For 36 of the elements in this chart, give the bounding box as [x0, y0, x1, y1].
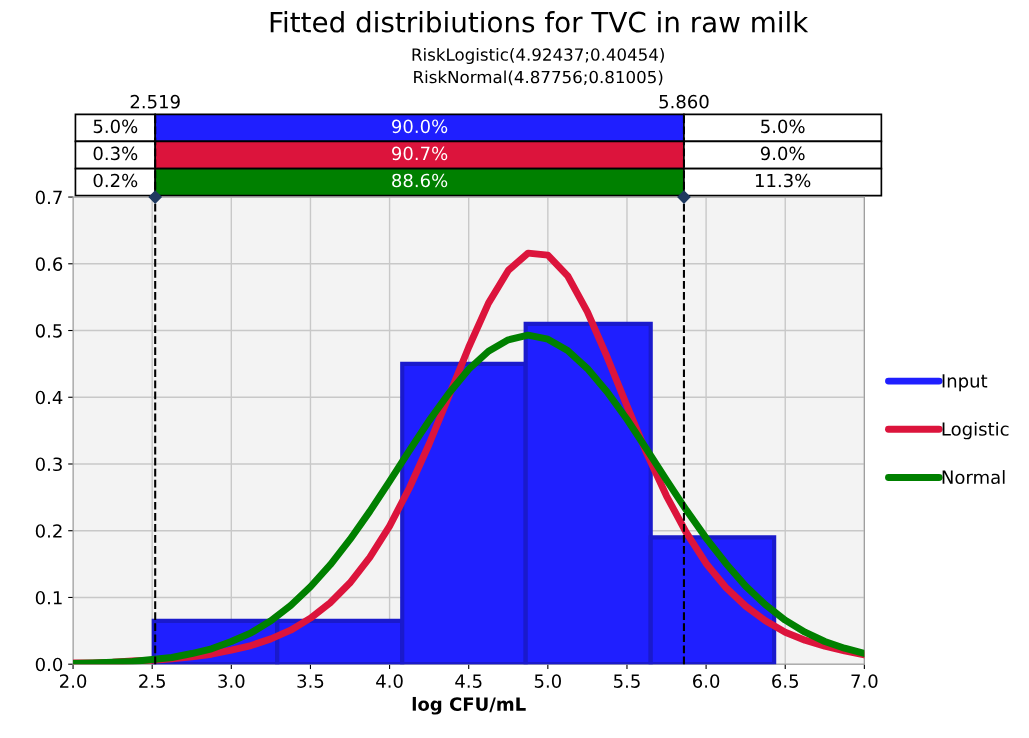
- text: 90.0%: [392, 119, 448, 134]
- y-tick-label: 0.4: [35, 390, 63, 405]
- x-axis-title: log CFU/mL: [412, 696, 526, 715]
- x-tick-label: 2.5: [139, 674, 165, 688]
- legend-label: Normal: [942, 470, 1005, 485]
- text: 0.3%: [93, 146, 138, 161]
- x-tick-label: 3.0: [218, 674, 245, 688]
- chart-title: Fitted distribiutions for TVC in raw milk: [270, 11, 809, 33]
- legend-label: Logistic: [942, 421, 1009, 440]
- y-tick-label: 0.5: [35, 323, 62, 338]
- text: 9.0%: [760, 146, 805, 161]
- y-tick-label: 0.0: [35, 657, 63, 672]
- text: 90.7%: [392, 146, 448, 161]
- x-tick-label: 6.0: [693, 674, 720, 688]
- y-tick-label: 0.6: [35, 257, 63, 271]
- y-tick-label: 0.3: [35, 457, 62, 472]
- x-tick-label: 3.5: [297, 674, 324, 688]
- y-tick-label: 0.2: [35, 524, 62, 538]
- x-tick-label: 2.0: [60, 674, 87, 688]
- text: 11.3%: [755, 173, 811, 188]
- text: 88.6%: [392, 173, 448, 188]
- x-tick-label: 5.0: [534, 674, 561, 688]
- ref-line-label: 5.860: [659, 94, 709, 109]
- x-tick-label: 4.5: [455, 674, 482, 688]
- x-tick-label: 6.5: [772, 674, 799, 688]
- text: 0.2%: [93, 173, 138, 188]
- x-tick-label: 5.5: [614, 674, 640, 688]
- text: 5.0%: [93, 119, 138, 134]
- y-tick-label: 0.7: [35, 190, 62, 205]
- x-tick-label: 4.0: [376, 674, 403, 688]
- chart-subtitle: RiskLogistic(4.92437;0.40454) RiskNormal(4.87756;0.81005): [412, 47, 664, 86]
- legend-label: Input: [942, 374, 988, 392]
- ref-line-label: 2.519: [130, 94, 180, 109]
- y-tick-label: 0.1: [35, 590, 62, 605]
- x-tick-label: 7.0: [851, 674, 878, 688]
- text: 5.0%: [761, 119, 805, 134]
